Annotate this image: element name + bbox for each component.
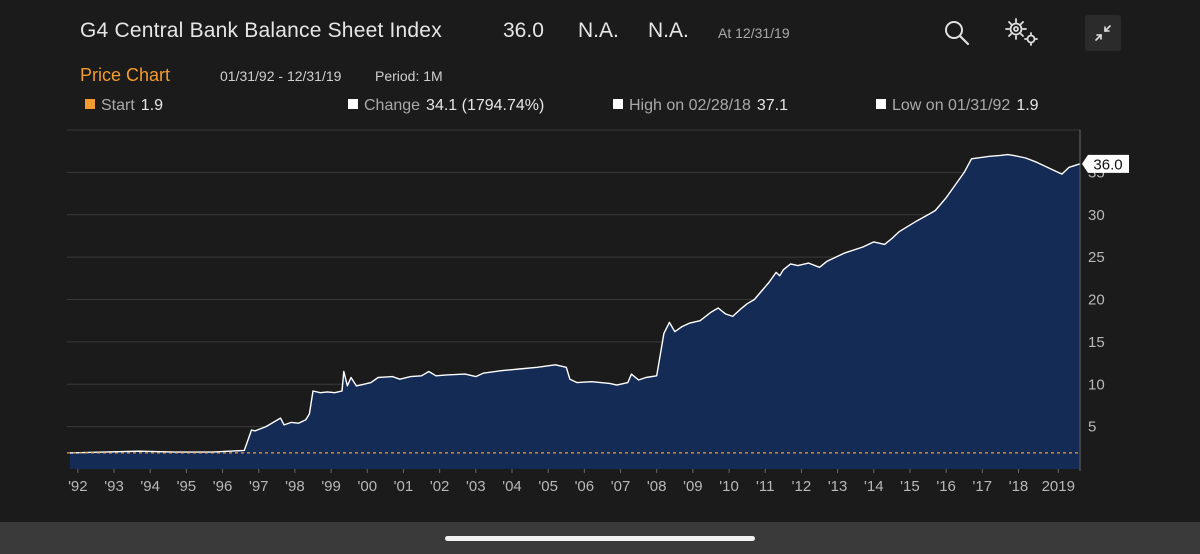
x-tick-label: '14: [864, 478, 884, 495]
x-tick-label: '16: [936, 478, 956, 495]
as-of-date: At 12/31/19: [718, 25, 790, 41]
stat-start: Start 1.9: [85, 97, 163, 115]
y-tick-label: 5: [1088, 419, 1096, 436]
x-tick-label: '15: [900, 478, 920, 495]
chart-title: G4 Central Bank Balance Sheet Index: [80, 19, 442, 42]
last-value: 36.0: [503, 19, 544, 42]
x-tick-label: '99: [321, 478, 341, 495]
x-tick-label: '06: [575, 478, 595, 495]
x-tick-label: '98: [285, 478, 305, 495]
y-tick-label: 20: [1088, 292, 1105, 309]
x-tick-label: '08: [647, 478, 667, 495]
price-chart[interactable]: 5101520253035'92'93'94'95'96'97'98'99'00…: [0, 0, 1200, 522]
x-tick-label: '17: [973, 478, 993, 495]
series-area-fill: [69, 154, 1080, 469]
change-field: N.A.: [578, 19, 619, 42]
x-tick-label: '92: [68, 478, 88, 495]
search-icon[interactable]: [943, 19, 971, 47]
series-line: [69, 153, 1080, 454]
x-tick-label: '07: [611, 478, 631, 495]
stat-low: Low on 01/31/92 1.9: [876, 97, 1039, 115]
main-panel: G4 Central Bank Balance Sheet Index 36.0…: [0, 0, 1200, 522]
percent-change-field: N.A.: [648, 19, 689, 42]
x-tick-label: '97: [249, 478, 269, 495]
x-tick-label: '11: [756, 478, 774, 495]
x-tick-label: '05: [538, 478, 558, 495]
x-tick-label: '93: [104, 478, 124, 495]
x-tick-label: '00: [358, 478, 378, 495]
x-tick-label: '10: [719, 478, 739, 495]
collapse-button[interactable]: [1085, 15, 1121, 51]
collapse-icon: [1095, 25, 1111, 41]
stat-high: High on 02/28/18 37.1: [613, 97, 788, 115]
period-selector[interactable]: Period: 1M: [375, 68, 443, 84]
last-value-label: 36.0: [1082, 154, 1129, 173]
y-tick-label: 15: [1088, 334, 1105, 351]
home-indicator[interactable]: [445, 536, 755, 541]
date-range[interactable]: 01/31/92 - 12/31/19: [220, 68, 342, 84]
last-value-tag: [1082, 154, 1129, 173]
y-tick-label: 30: [1088, 207, 1105, 224]
x-tick-label: '04: [502, 478, 522, 495]
y-tick-label: 10: [1088, 376, 1105, 393]
x-tick-label: '95: [177, 478, 197, 495]
x-tick-label: '03: [466, 478, 486, 495]
y-tick-label: 25: [1088, 249, 1105, 266]
x-tick-label: '09: [683, 478, 703, 495]
x-tick-label: '01: [394, 478, 414, 495]
x-tick-label: '94: [140, 478, 160, 495]
high-legend-swatch: [613, 99, 623, 109]
x-tick-label: '18: [1009, 478, 1029, 495]
x-tick-label: '02: [430, 478, 450, 495]
settings-icon[interactable]: [1003, 16, 1041, 48]
change-legend-swatch: [348, 99, 358, 109]
x-tick-label: '12: [792, 478, 812, 495]
x-tick-label: '13: [828, 478, 848, 495]
start-legend-swatch: [85, 99, 95, 109]
last-value-text: 36.0: [1093, 156, 1122, 173]
chart-type-label[interactable]: Price Chart: [80, 65, 171, 85]
stat-change: Change 34.1 (1794.74%): [348, 97, 544, 115]
x-tick-label: 2019: [1042, 478, 1075, 495]
low-legend-swatch: [876, 99, 886, 109]
x-tick-label: '96: [213, 478, 233, 495]
